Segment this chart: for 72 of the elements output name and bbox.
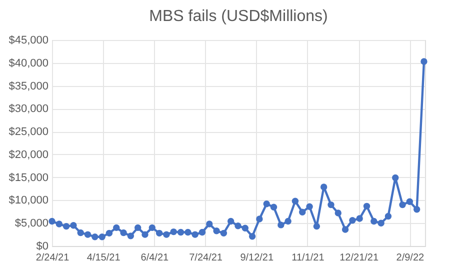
y-tick-label: $10,000 (8, 194, 48, 207)
point (56, 220, 63, 228)
point (384, 212, 392, 220)
point (113, 224, 120, 232)
point (127, 232, 134, 240)
point (77, 229, 84, 236)
point (142, 231, 148, 238)
x-tick-label: 6/4/21 (140, 252, 170, 264)
x-tick-label: 2/9/22 (396, 252, 425, 264)
point (234, 222, 242, 230)
point (220, 230, 228, 237)
y-tick-label: $5,000 (14, 218, 48, 230)
point (378, 220, 384, 226)
point (242, 224, 248, 232)
point (70, 222, 77, 229)
point (170, 228, 177, 236)
point (406, 198, 414, 205)
y-tick-label: $0 (36, 240, 48, 252)
x-tick-label: 12/21/21 (340, 252, 379, 264)
point (227, 218, 234, 225)
point (420, 58, 428, 65)
point (106, 230, 113, 237)
point (349, 217, 356, 224)
point (92, 233, 98, 240)
point (156, 230, 163, 237)
x-tick-label: 2/24/21 (36, 252, 70, 264)
y-tick-label: $20,000 (8, 148, 48, 161)
point (206, 220, 213, 228)
point (270, 204, 278, 210)
point (356, 215, 363, 222)
point (263, 200, 270, 208)
point (399, 201, 406, 208)
point (413, 206, 420, 213)
point (306, 203, 313, 210)
y-tick-label: $25,000 (8, 126, 48, 138)
point (313, 222, 320, 230)
x-tick-label: 11/1/21 (292, 252, 325, 264)
point (98, 233, 106, 240)
point (120, 229, 127, 236)
point (148, 224, 156, 232)
point (284, 218, 292, 225)
point (363, 202, 370, 210)
point (292, 198, 299, 204)
point (177, 228, 184, 236)
point (84, 231, 92, 238)
point (134, 224, 142, 232)
point (163, 231, 170, 238)
point (213, 228, 220, 234)
y-tick-label: $35,000 (8, 80, 48, 92)
point (334, 210, 342, 216)
point (320, 184, 328, 190)
point (256, 216, 263, 222)
x-tick-label: 7/24/21 (189, 252, 223, 264)
point (62, 222, 70, 230)
x-tick-label: 4/15/21 (86, 252, 121, 264)
chart-title: MBS fails (USD$Millions) (149, 8, 328, 25)
y-tick-label: $40,000 (8, 57, 48, 70)
point (278, 222, 284, 228)
point (184, 228, 192, 236)
x-tick-label: 9/12/21 (240, 252, 274, 264)
point (342, 226, 349, 233)
point (328, 201, 334, 208)
y-tick-label: $30,000 (8, 103, 48, 116)
point (48, 218, 56, 225)
y-tick-label: $45,000 (8, 34, 48, 46)
point (370, 218, 378, 225)
point (192, 231, 198, 238)
y-tick-label: $15,000 (8, 172, 48, 184)
point (248, 233, 256, 240)
point (392, 174, 399, 182)
point (198, 228, 206, 236)
point (299, 208, 306, 216)
